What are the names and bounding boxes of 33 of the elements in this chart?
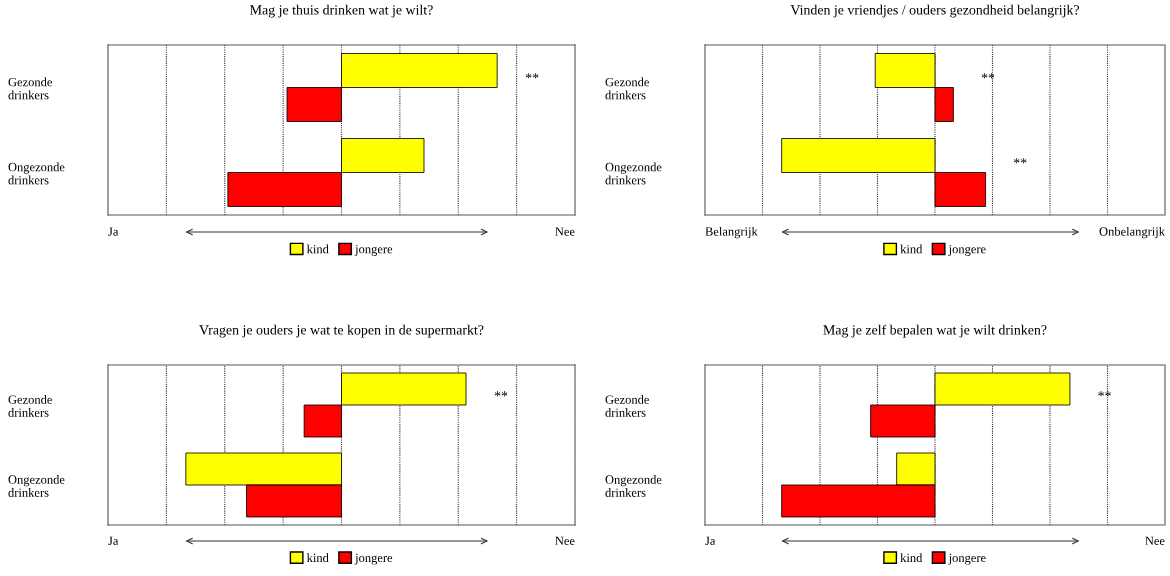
legend-label: jongere (948, 553, 986, 565)
chart-title: Mag je zelf bepalen wat je wilt drinken? (823, 324, 1047, 338)
text: Ja (108, 536, 119, 545)
y-tick-label: Gezonde drinkers (605, 395, 649, 417)
legend-label: kind (900, 244, 923, 254)
legend-label: kind (306, 244, 329, 254)
text: ** (525, 73, 539, 79)
legend-label: kind (900, 553, 923, 563)
y-tick-label: Ongezonde drinkers (8, 474, 65, 497)
legend-label: kind (306, 553, 329, 563)
legend-label: jongere (354, 244, 393, 256)
text: ** (1098, 391, 1111, 397)
y-tick-label: Gezonde drinkers (8, 77, 52, 100)
text: ** (1013, 158, 1027, 164)
text: Nee (1145, 536, 1165, 545)
text: Onbelangrijk (1099, 226, 1165, 239)
legend-label: jongere (948, 244, 986, 256)
annotation: ** (981, 73, 995, 79)
chart-title: Vinden je vriendjes / ouders gezondheid belangrijk? (790, 4, 1080, 18)
y-tick-label: Ongezonde drinkers (8, 162, 65, 185)
y-tick-label: Gezonde drinkers (605, 77, 649, 100)
chart-title: Vragen je ouders je wat te kopen in de supermarkt? (199, 324, 484, 338)
y-tick-label: Ongezonde drinkers (605, 474, 662, 497)
y-tick-label: Gezonde drinkers (8, 395, 52, 417)
chart-title: Mag je thuis drinken wat je wilt? (250, 4, 433, 18)
text: ** (494, 391, 508, 397)
text: Ja (705, 536, 716, 545)
legend-label: jongere (354, 553, 393, 565)
text: Ja (108, 227, 119, 236)
text: Nee (555, 227, 575, 236)
y-tick-label: Ongezonde drinkers (605, 162, 662, 185)
text: Belangrijk (705, 226, 758, 239)
text: Nee (555, 536, 575, 545)
